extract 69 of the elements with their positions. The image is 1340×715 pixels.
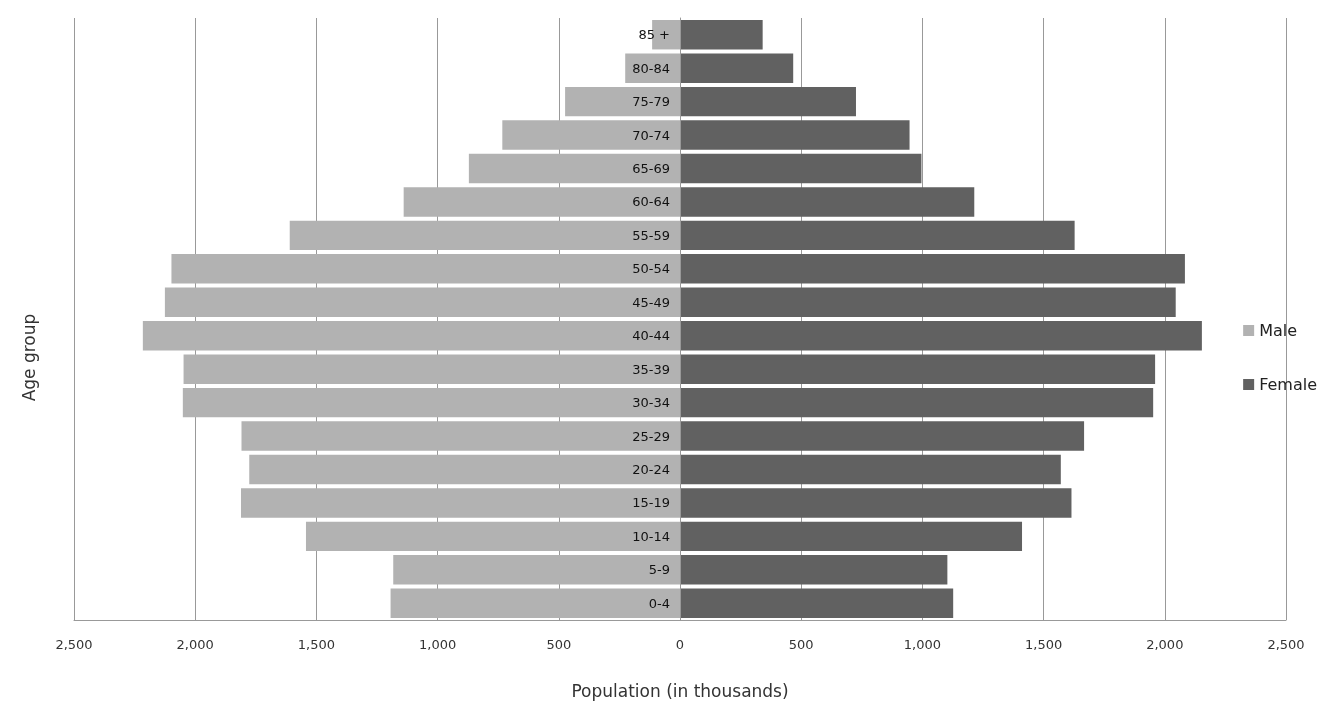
bar — [625, 53, 680, 83]
y-tick-label: 65-69 — [632, 161, 670, 176]
bar — [680, 120, 910, 150]
bar — [680, 187, 975, 217]
x-tick-label: 2,500 — [55, 637, 93, 652]
x-tick-label: 500 — [788, 637, 814, 652]
y-tick-label: 35-39 — [632, 361, 670, 377]
legend-label: Female — [1259, 375, 1318, 394]
bar — [390, 588, 680, 618]
bar — [680, 220, 1075, 251]
y-axis-title: Age group — [18, 313, 39, 402]
bar — [680, 354, 1156, 384]
y-tick-label: 20-24 — [632, 462, 670, 477]
bar — [680, 454, 1061, 485]
bar — [680, 421, 1085, 451]
x-tick-label: 2,500 — [1267, 637, 1305, 652]
x-tick-label: 1,000 — [418, 637, 457, 652]
legend-label: Male — [1259, 321, 1298, 340]
x-tick-label: 500 — [546, 637, 572, 652]
bar — [241, 421, 680, 451]
bar — [182, 387, 680, 418]
bar — [305, 521, 680, 552]
bar — [680, 387, 1154, 418]
bar — [289, 220, 680, 251]
bar — [680, 555, 948, 585]
x-tick-label: 1,000 — [903, 637, 942, 652]
bar — [680, 287, 1176, 317]
y-tick-label: 80-84 — [632, 60, 670, 76]
bar — [652, 20, 680, 50]
y-tick-label: 60-64 — [632, 194, 670, 210]
y-tick-label: 25-29 — [632, 428, 670, 444]
y-tick-label: 70-74 — [632, 127, 670, 143]
bar — [680, 521, 1023, 552]
bar — [249, 454, 680, 485]
bar — [468, 153, 680, 184]
x-tick-label: 2,000 — [1146, 637, 1184, 652]
y-tick-label: 50-54 — [632, 261, 670, 277]
y-tick-label: 75-79 — [632, 94, 670, 110]
bar — [680, 86, 856, 117]
y-tick-label: 55-59 — [632, 227, 670, 243]
y-tick-label: 85 + — [638, 27, 670, 43]
bar — [680, 488, 1072, 518]
bar — [171, 254, 680, 284]
bar — [680, 588, 954, 618]
bar — [680, 53, 794, 83]
bar — [680, 254, 1185, 284]
x-axis-title: Population (in thousands) — [571, 680, 789, 701]
bar — [680, 20, 763, 50]
bar — [403, 187, 680, 217]
bar — [565, 86, 680, 117]
y-tick-label: 15-19 — [632, 495, 670, 511]
bar — [241, 488, 680, 518]
x-tick-label: 1,500 — [297, 637, 336, 652]
x-tick-label: 2,000 — [176, 637, 214, 652]
bar — [393, 555, 680, 585]
y-tick-label: 45-49 — [632, 294, 670, 310]
y-tick-label: 5-9 — [648, 562, 670, 578]
bar — [142, 321, 680, 351]
y-tick-label: 30-34 — [632, 395, 670, 411]
x-tick-label: 0 — [675, 637, 685, 652]
y-tick-label: 40-44 — [632, 328, 670, 344]
bar — [680, 321, 1202, 351]
bar — [680, 153, 922, 184]
x-tick-label: 1,500 — [1024, 637, 1063, 652]
bar — [164, 287, 680, 317]
bar — [183, 354, 680, 384]
y-tick-label: 10-14 — [632, 528, 670, 544]
bar — [502, 120, 680, 150]
y-tick-label: 0-4 — [648, 595, 670, 611]
